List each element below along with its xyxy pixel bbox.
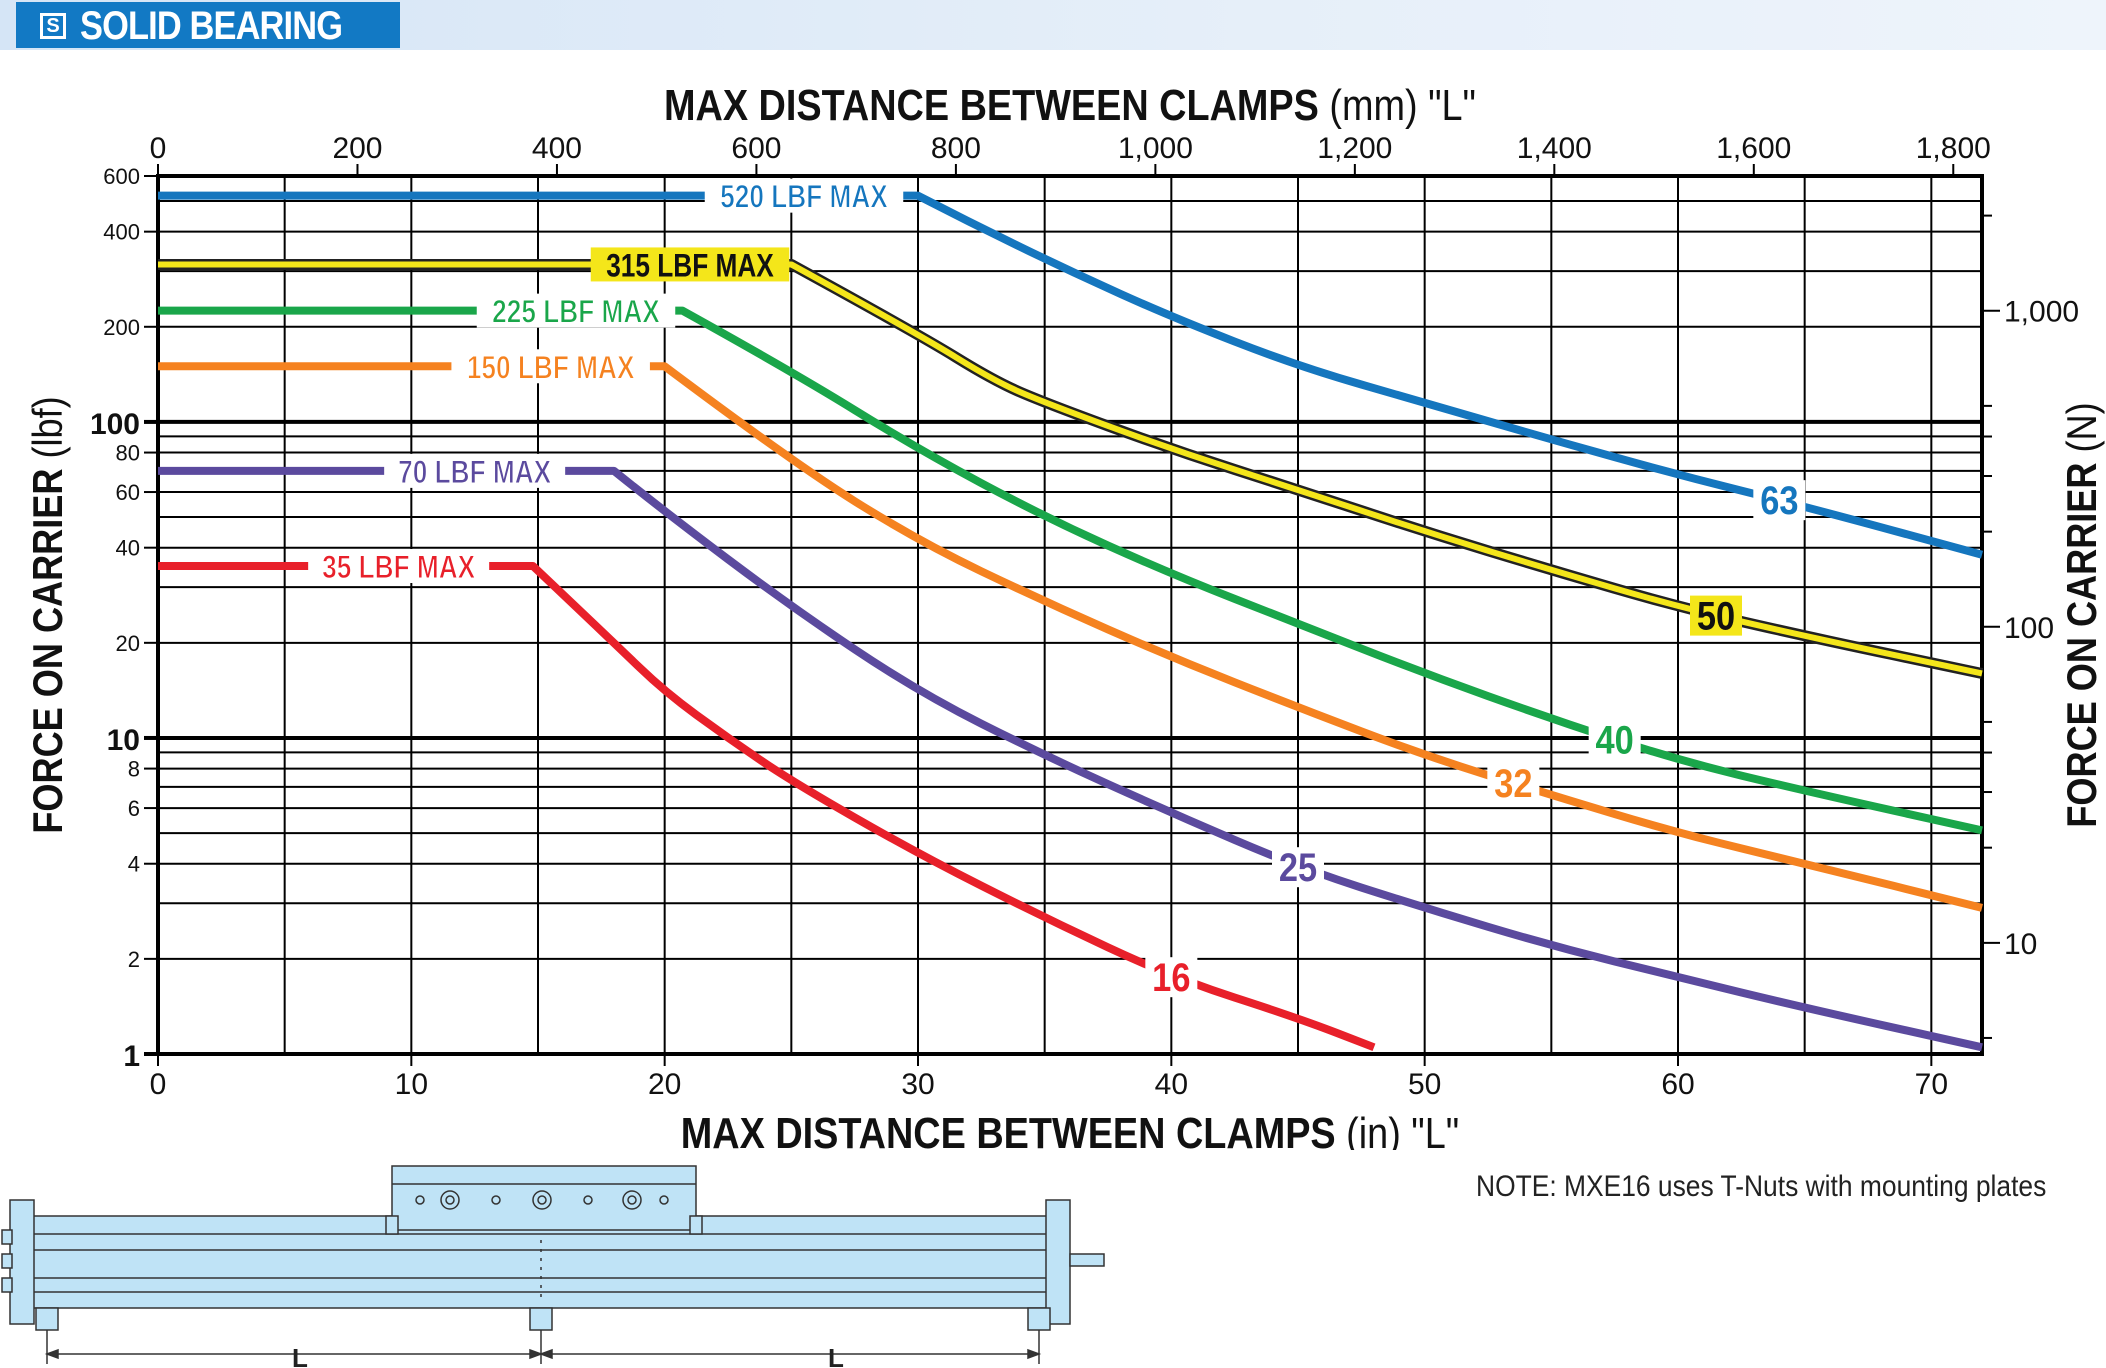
x2-tick-label: 0 xyxy=(150,132,167,165)
max-label-63: 520 LBF MAX xyxy=(720,180,888,215)
actuator-drawing xyxy=(1,1165,1105,1364)
dimension-label-right: L xyxy=(828,1343,844,1368)
solid-bearing-icon: S xyxy=(40,13,66,39)
y-tick-label: 60 xyxy=(116,480,140,505)
y-tick-label: 100 xyxy=(90,408,140,441)
y-tick-label: 200 xyxy=(103,315,140,340)
curve-label-bg-40 xyxy=(1588,719,1641,760)
clamp-middle xyxy=(529,1307,553,1331)
y2-axis-title-unit: (N) xyxy=(2060,402,2106,462)
series-40-line xyxy=(158,306,1983,835)
max-label-25: 70 LBF MAX xyxy=(398,456,551,491)
max-label-50: 315 LBF MAX xyxy=(606,249,774,284)
y-tick-label: 20 xyxy=(116,631,140,656)
page-title: SOLID BEARING xyxy=(80,4,343,48)
curve-label-63: 63 xyxy=(1760,478,1798,523)
x-axis-title: MAX DISTANCE BETWEEN CLAMPS (in) "L" xyxy=(681,1108,1459,1150)
y-tick-label: 8 xyxy=(128,757,140,782)
x2-tick-label: 1,400 xyxy=(1517,132,1592,165)
x-axis-title-bold: MAX DISTANCE BETWEEN CLAMPS xyxy=(681,1108,1336,1150)
grid xyxy=(156,174,1984,1056)
y-tick-label: 600 xyxy=(103,164,140,189)
y-tick-label: 2 xyxy=(128,947,140,972)
y-axis-title-unit: (lbf) xyxy=(26,396,72,468)
x-tick-label: 60 xyxy=(1661,1068,1694,1101)
x-tick-label: 70 xyxy=(1915,1068,1948,1101)
series-32-line xyxy=(158,362,1983,912)
y-tick-label: 400 xyxy=(103,220,140,245)
mounting-note: NOTE: MXE16 uses T-Nuts with mounting pl… xyxy=(1476,1170,2047,1203)
curve-label-32: 32 xyxy=(1494,761,1532,806)
curve-label-bg-25 xyxy=(1272,847,1324,888)
curve-label-bg-32 xyxy=(1487,763,1540,804)
y-tick-label: 1 xyxy=(123,1040,140,1073)
max-label-32: 150 LBF MAX xyxy=(467,351,635,386)
y-axis-title-bold: FORCE ON CARRIER xyxy=(26,469,72,834)
max-label-bg-32 xyxy=(451,349,650,384)
x-tick-label: 10 xyxy=(395,1068,428,1101)
x-tick-label: 30 xyxy=(901,1068,934,1101)
curve-label-bg-63 xyxy=(1753,480,1806,521)
x2-tick-label: 1,800 xyxy=(1916,132,1991,165)
x2-tick-label: 1,200 xyxy=(1317,132,1392,165)
y2-tick-label: 10 xyxy=(2004,928,2037,961)
shaft-end xyxy=(1069,1253,1105,1267)
x2-tick-label: 400 xyxy=(532,132,582,165)
y2-tick-label: 100 xyxy=(2004,612,2054,645)
max-label-bg-63 xyxy=(704,178,904,213)
y-tick-label: 6 xyxy=(128,796,140,821)
curve-label-16: 16 xyxy=(1152,955,1190,1000)
clamp-left xyxy=(35,1307,59,1331)
force-distance-chart: 0 10 20 30 40 50 60 70 0 200 400 600 800 1,000 1,200 1,… xyxy=(26,80,2106,1150)
curve-label-40: 40 xyxy=(1596,717,1634,762)
max-label-bg-16 xyxy=(308,549,490,584)
x-tick-label: 40 xyxy=(1155,1068,1188,1101)
max-label-bg-50 xyxy=(590,247,790,282)
max-label-16: 35 LBF MAX xyxy=(322,551,475,586)
x2-tick-label: 1,000 xyxy=(1118,132,1193,165)
x2-tick-label: 1,600 xyxy=(1716,132,1791,165)
max-label-bg-25 xyxy=(384,453,566,488)
curve-label-50: 50 xyxy=(1697,593,1735,638)
x2-axis-title: MAX DISTANCE BETWEEN CLAMPS (mm) "L" xyxy=(664,80,1476,129)
actuator-illustration: L L xyxy=(1,1165,1105,1368)
y2-tick-label: 1,000 xyxy=(2004,296,2079,329)
x2-axis-title-unit: (mm) "L" xyxy=(1319,80,1476,129)
x-axis-title-unit: (in) "L" xyxy=(1336,1108,1460,1150)
clamp-right xyxy=(1027,1307,1051,1331)
y-tick-label: 4 xyxy=(128,852,140,877)
x-tick-label: 0 xyxy=(150,1068,167,1101)
y-tick-label: 10 xyxy=(107,724,140,757)
y2-axis-title: FORCE ON CARRIER (N) xyxy=(2060,402,2106,827)
series-63-line xyxy=(158,191,1984,559)
end-cap-left xyxy=(9,1199,35,1325)
y-tick-label: 80 xyxy=(116,441,140,466)
x2-axis-title-bold: MAX DISTANCE BETWEEN CLAMPS xyxy=(664,80,1319,129)
curve-label-bg-50 xyxy=(1690,595,1742,636)
curve-label-25: 25 xyxy=(1279,845,1317,890)
y-axis-title: FORCE ON CARRIER (lbf) xyxy=(26,396,72,833)
curve-label-bg-16 xyxy=(1145,957,1198,998)
plot-frame xyxy=(156,174,1984,1056)
series-16-line xyxy=(158,562,1376,1052)
x2-tick-label: 800 xyxy=(931,132,981,165)
dimension-label-left: L xyxy=(292,1343,308,1368)
header-tab: S xyxy=(16,2,400,48)
max-label-40: 225 LBF MAX xyxy=(492,295,660,330)
y2-axis-title-bold: FORCE ON CARRIER xyxy=(2060,463,2106,828)
x-tick-label: 50 xyxy=(1408,1068,1441,1101)
max-label-bg-40 xyxy=(476,293,676,328)
y-tick-label: 40 xyxy=(116,536,140,561)
x2-tick-label: 200 xyxy=(332,132,382,165)
x2-tick-label: 600 xyxy=(731,132,781,165)
end-cap-right xyxy=(1045,1199,1071,1325)
x-tick-label: 20 xyxy=(648,1068,681,1101)
series-25-line xyxy=(158,466,1983,1052)
